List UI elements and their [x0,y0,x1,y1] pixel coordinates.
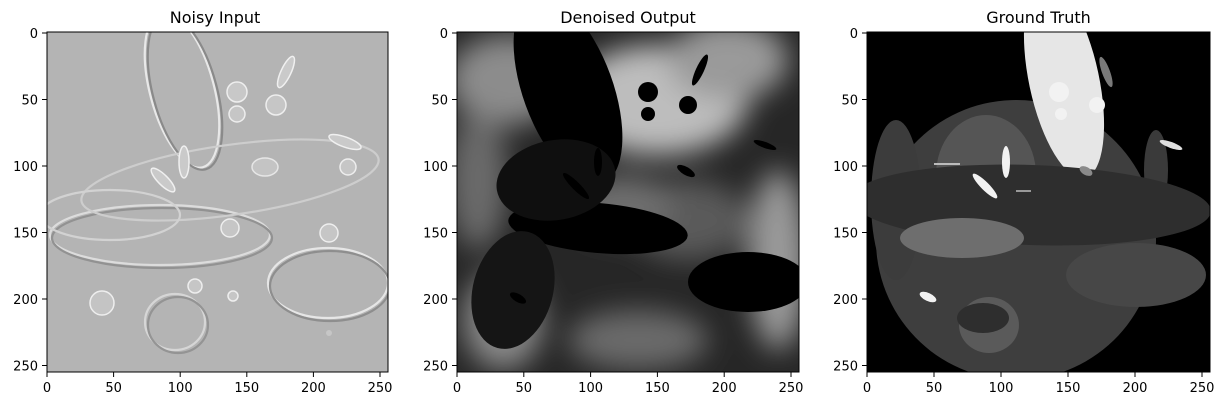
x-tick-label: 200 [712,381,737,396]
x-tick-label: 50 [105,381,122,396]
x-tick-label: 200 [301,381,326,396]
ground-truth-image [867,32,1210,372]
x-tick-label: 150 [234,381,259,396]
y-tick-label: 50 [431,94,448,109]
x-tick-label: 100 [168,381,193,396]
x-tick-label: 150 [1056,381,1081,396]
y-tick-label: 100 [13,160,38,175]
y-tick-label: 0 [440,27,448,42]
y-tick-label: 200 [13,293,38,308]
denoised-image [457,32,799,372]
y-tick-label: 0 [850,27,858,42]
y-axis: 0 50 100 150 200 250 [833,27,867,375]
noisy-input-plot: 0 50 100 150 200 250 0 50 100 150 200 25… [13,27,393,396]
y-tick-label: 200 [833,293,858,308]
y-axis: 0 50 100 150 200 250 [423,27,457,375]
y-tick-label: 50 [841,94,858,109]
x-tick-label: 150 [645,381,670,396]
y-tick-label: 100 [833,160,858,175]
x-tick-label: 100 [578,381,603,396]
y-tick-label: 150 [833,227,858,242]
x-tick-label: 200 [1123,381,1148,396]
x-tick-label: 0 [43,381,51,396]
x-axis: 0 50 100 150 200 250 [863,372,1215,396]
y-tick-label: 150 [13,227,38,242]
panel-title: Noisy Input [169,8,261,27]
x-tick-label: 250 [368,381,393,396]
x-axis: 0 50 100 150 200 250 [43,372,393,396]
x-tick-label: 50 [926,381,943,396]
x-tick-label: 250 [779,381,804,396]
y-tick-label: 200 [423,293,448,308]
x-tick-label: 0 [453,381,461,396]
x-tick-label: 100 [989,381,1014,396]
y-tick-label: 100 [423,160,448,175]
y-tick-label: 50 [21,94,38,109]
y-tick-label: 150 [423,227,448,242]
ground-truth-plot: 0 50 100 150 200 250 0 50 100 150 200 25… [833,27,1215,396]
panel-noisy-input: Noisy Input [0,0,408,407]
x-tick-label: 0 [863,381,871,396]
y-tick-label: 250 [13,360,38,375]
noisy-image [47,32,388,372]
panel-title: Ground Truth [986,8,1091,27]
x-tick-label: 250 [1190,381,1215,396]
y-axis: 0 50 100 150 200 250 [13,27,47,375]
panel-ground-truth: Ground Truth [816,0,1224,407]
x-axis: 0 50 100 150 200 250 [453,372,804,396]
x-tick-label: 50 [516,381,533,396]
y-tick-label: 250 [833,360,858,375]
y-tick-label: 0 [30,27,38,42]
panel-denoised-output: Denoised Output [408,0,816,407]
panel-title: Denoised Output [560,8,696,27]
denoised-output-plot: 0 50 100 150 200 250 0 50 100 150 200 25… [423,27,804,396]
y-tick-label: 250 [423,360,448,375]
